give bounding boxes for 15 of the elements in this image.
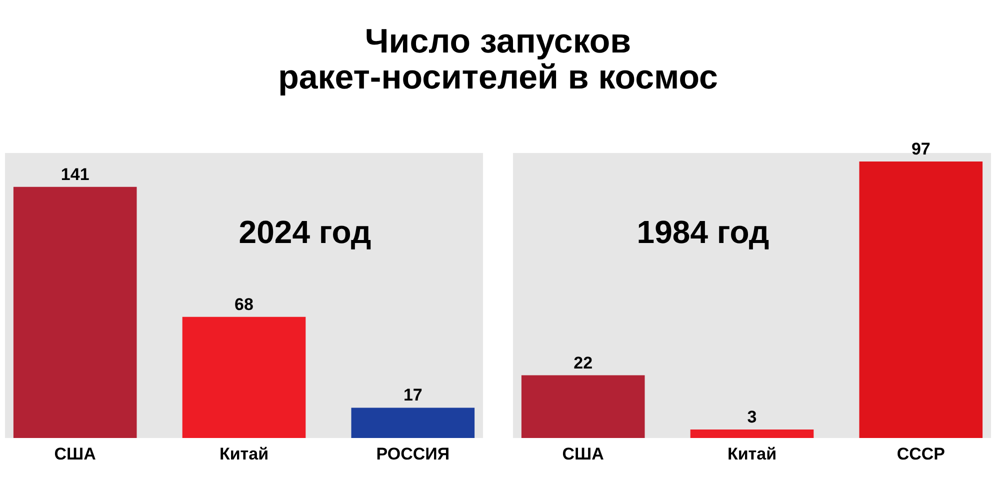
x-tick-label: Китай <box>219 444 269 464</box>
x-tick-label: РОССИЯ <box>376 444 450 464</box>
x-tick-label: США <box>562 444 604 464</box>
data-label: 68 <box>234 294 254 314</box>
x-tick-label: СССР <box>896 444 945 464</box>
data-label: 17 <box>403 386 422 405</box>
data-label: 3 <box>747 407 757 426</box>
text: 1984 год <box>636 214 770 250</box>
data-label: 141 <box>60 164 90 184</box>
text: 2024 год <box>238 214 372 250</box>
x-tick-label: США <box>54 444 96 464</box>
chart-title: Число запусков ракет-носителей в космос <box>278 22 718 97</box>
data-label: 22 <box>574 353 593 372</box>
x-tick-label: Китай <box>727 444 777 464</box>
data-label: 97 <box>911 140 930 159</box>
